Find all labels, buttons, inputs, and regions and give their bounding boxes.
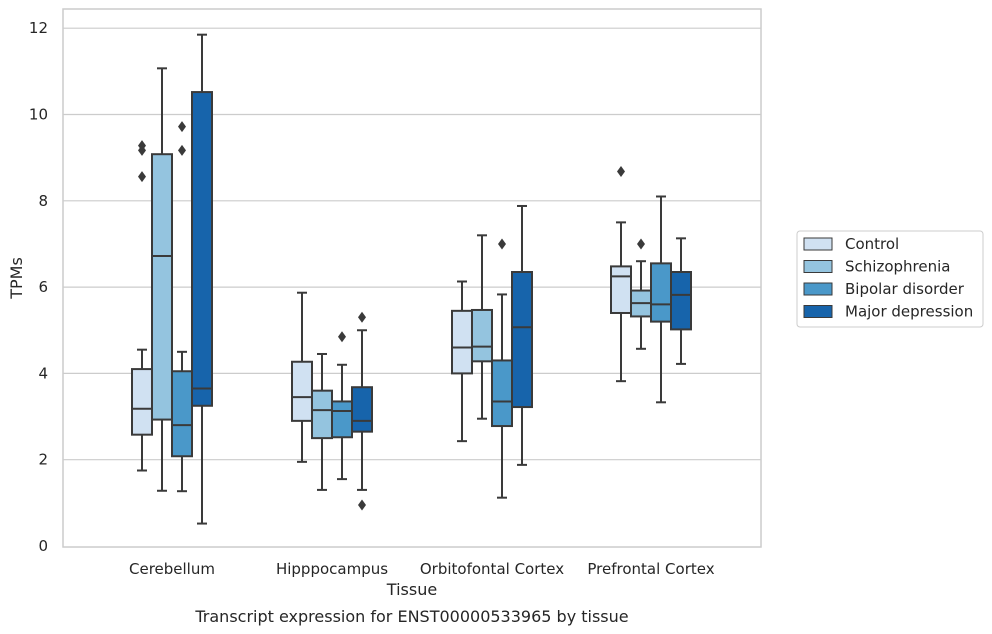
box-schizophrenia (630, 238, 652, 350)
box-major-depression (191, 33, 213, 525)
legend-swatch (803, 282, 833, 296)
box-major-depression (511, 204, 533, 466)
x-axis-ticks: Cerebellum Hipppocampus Orbitofontal Corte… (129, 560, 715, 578)
box-bipolar-disorder (650, 195, 672, 404)
y-axis-title: TPMs (7, 257, 26, 300)
legend-swatch (803, 260, 833, 273)
legend-frame (796, 230, 984, 328)
chart-caption: Transcript expression for ENST0000053396… (194, 607, 628, 626)
iqr-box (171, 370, 193, 458)
y-tick-label: 4 (38, 364, 48, 382)
iqr-box (650, 262, 672, 323)
outlier-point (338, 331, 346, 343)
outlier-point (498, 238, 506, 250)
y-tick-label: 12 (29, 19, 48, 37)
box-major-depression (670, 237, 692, 365)
iqr-box (351, 386, 373, 433)
x-tick-label: Prefrontal Cortex (587, 560, 714, 578)
y-tick-label: 10 (29, 106, 48, 124)
iqr-box (291, 360, 313, 422)
iqr-box (331, 400, 353, 439)
y-tick-label: 8 (38, 192, 48, 210)
box-bipolar-disorder (331, 331, 353, 481)
y-tick-label: 2 (38, 451, 48, 469)
iqr-box (610, 265, 632, 314)
x-tick-label: Orbitofontal Cortex (420, 560, 564, 578)
plot-area-frame (62, 8, 762, 548)
box-major-depression (351, 311, 373, 511)
box-control (610, 165, 632, 383)
x-tick-label: Cerebellum (129, 560, 215, 578)
legend-label: Schizophrenia (845, 258, 950, 276)
outlier-point (358, 499, 366, 511)
iqr-box (311, 389, 333, 440)
outlier-point (617, 165, 625, 177)
box-control (291, 291, 313, 463)
legend-label: Control (845, 235, 899, 253)
iqr-box (451, 309, 473, 375)
iqr-box (151, 153, 173, 421)
legend-swatch (803, 305, 833, 318)
box-groups (131, 33, 692, 525)
legend-label: Bipolar disorder (845, 280, 965, 298)
legend-swatch (803, 237, 833, 251)
y-axis-ticks: 0 2 4 6 8 10 12 (29, 19, 48, 555)
iqr-box (191, 91, 213, 407)
iqr-box (511, 270, 533, 409)
outlier-point (138, 144, 146, 156)
x-axis-title: Tissue (386, 580, 437, 599)
box-control (131, 140, 153, 472)
outlier-point (358, 311, 366, 323)
box-control (451, 280, 473, 443)
outlier-point (178, 121, 186, 133)
x-tick-label: Hipppocampus (276, 560, 388, 578)
box-schizophrenia (151, 67, 173, 492)
box-schizophrenia (311, 352, 333, 491)
iqr-box (491, 359, 513, 428)
legend: Control Schizophrenia Bipolar disorder Majo… (796, 230, 984, 328)
legend-label: Major depression (845, 303, 973, 321)
y-tick-label: 6 (38, 278, 48, 296)
box-bipolar-disorder (171, 121, 193, 493)
outlier-point (637, 238, 645, 250)
iqr-box (131, 368, 153, 436)
iqr-box (670, 270, 692, 331)
outlier-point (178, 144, 186, 156)
y-tick-label: 0 (38, 537, 48, 555)
iqr-box (471, 308, 493, 363)
box-bipolar-disorder (491, 238, 513, 499)
box-schizophrenia (471, 234, 493, 420)
outlier-point (138, 171, 146, 183)
